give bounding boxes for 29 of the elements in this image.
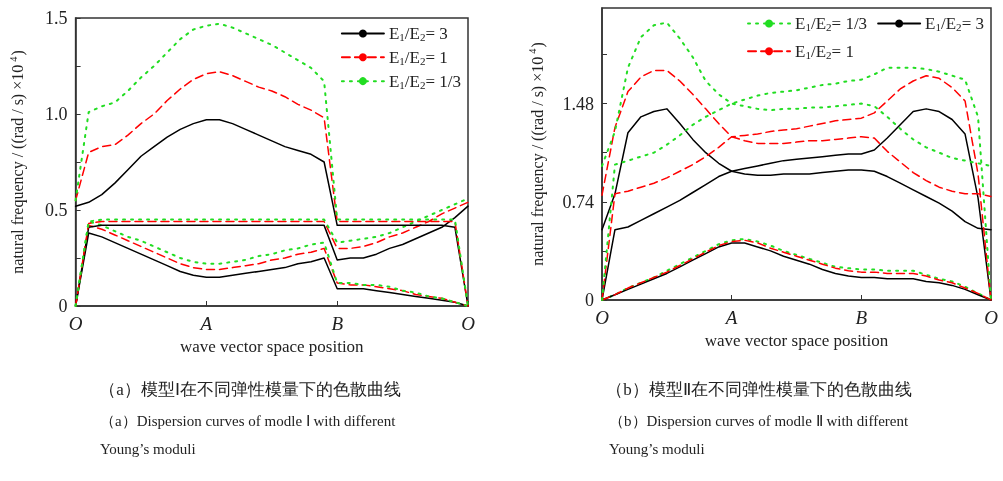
legend-label: E1/E2= 1 xyxy=(795,41,854,62)
x-tick-label: B xyxy=(331,313,344,334)
legend-label: E1/E2= 1 xyxy=(388,47,448,68)
y-tick-label: 0 xyxy=(585,290,594,310)
x-axis-title: wave vector space position xyxy=(179,336,365,356)
y-axis-title: natural frequency / ((rad / s) ×104) xyxy=(7,50,28,274)
legend-label: E1/E2= 1/3 xyxy=(388,71,461,91)
text: （b）Dispersion curves of modle Ⅱ with different Young’s moduli xyxy=(609,412,909,459)
legend-label: E1/E2= 3 xyxy=(388,24,448,44)
y-tick-label: 0 xyxy=(58,296,68,316)
text: （a）Dispersion curves of modle Ⅰ with different Young’s moduli xyxy=(100,412,397,459)
x-tick-label: A xyxy=(723,307,738,328)
x-tick-label: O xyxy=(461,313,476,334)
y-tick-label: 0.5 xyxy=(45,200,68,220)
x-axis-title: wave vector space position xyxy=(704,330,889,350)
y-tick-label: 1.0 xyxy=(45,104,68,124)
y-tick-label: 0.74 xyxy=(562,191,594,212)
x-tick-label: A xyxy=(198,313,213,334)
legend-label: E1/E2= 1/3 xyxy=(795,14,868,34)
x-tick-label: O xyxy=(595,307,610,328)
text: （a）模型Ⅰ在不同弹性模量下的色散曲线 xyxy=(98,379,402,401)
y-tick-label: 1.48 xyxy=(562,93,594,114)
y-axis-title: natural frequency / ((rad / s) ×104) xyxy=(526,42,547,266)
legend-label: E1/E2= 3 xyxy=(925,14,985,34)
y-tick-label: 1.5 xyxy=(45,8,68,28)
x-tick-label: O xyxy=(68,313,83,334)
x-tick-label: O xyxy=(984,307,999,328)
x-tick-label: B xyxy=(855,307,868,328)
text: （b）模型Ⅱ在不同弹性模量下的色散曲线 xyxy=(605,379,913,401)
